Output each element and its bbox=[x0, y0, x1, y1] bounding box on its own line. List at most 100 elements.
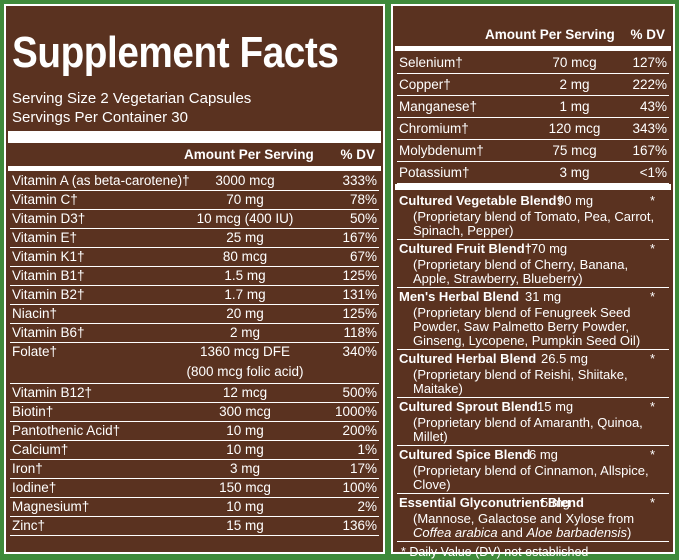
nutrient-row: Magnesium† 10 mg 2% bbox=[10, 498, 379, 517]
blend-header: Men's Herbal Blend 31 mg * bbox=[397, 290, 669, 306]
nutrient-name: Niacin† bbox=[12, 306, 58, 321]
blend-header: Cultured Fruit Blend† 70 mg * bbox=[397, 242, 669, 258]
mineral-row: Copper† 2 mg 222% bbox=[397, 74, 669, 96]
nutrient-dv: 2% bbox=[357, 499, 377, 514]
nutrient-name: Zinc† bbox=[12, 518, 46, 533]
nutrient-name: Vitamin B12† bbox=[12, 385, 93, 400]
mineral-dv: 222% bbox=[632, 77, 667, 92]
nutrient-table: Vitamin A (as beta-carotene)† 3000 mcg 333… bbox=[10, 172, 379, 536]
blend-description-text: (Proprietary blend of Tomato, Pea, Carro… bbox=[413, 209, 655, 238]
blend-description-text: (Proprietary blend of Cherry, Banana, Ap… bbox=[413, 257, 629, 286]
nutrient-amount: 25 mg bbox=[226, 230, 264, 245]
blend-description: (Proprietary blend of Cherry, Banana, Ap… bbox=[397, 258, 669, 286]
blend-description-text: and bbox=[497, 525, 527, 540]
nutrient-name: Vitamin E† bbox=[12, 230, 78, 245]
nutrient-name: Calcium† bbox=[12, 442, 69, 457]
mineral-amount: 70 mcg bbox=[552, 55, 597, 70]
mineral-amount: 120 mcg bbox=[548, 121, 601, 136]
nutrient-name: Vitamin D3† bbox=[12, 211, 86, 226]
nutrient-dv: 340% bbox=[342, 344, 377, 359]
mineral-dv: 343% bbox=[632, 121, 667, 136]
footnote: * Daily Value (DV) not established bbox=[401, 545, 589, 559]
nutrient-row: Vitamin B12† 12 mcg 500% bbox=[10, 384, 379, 403]
nutrient-dv: 1000% bbox=[334, 404, 377, 419]
blend-row: Cultured Fruit Blend† 70 mg * (Proprietary … bbox=[397, 240, 669, 288]
nutrient-row: Vitamin C† 70 mg 78% bbox=[10, 191, 379, 210]
blend-description-italic: Coffea arabica bbox=[413, 525, 498, 540]
blend-description: (Proprietary blend of Reishi, Shiitake, … bbox=[397, 368, 669, 396]
blend-row: Cultured Vegetable Blend† 90 mg * (Propriet… bbox=[397, 192, 669, 240]
dv-column-header: % DV bbox=[340, 147, 375, 162]
nutrient-dv: 200% bbox=[342, 423, 377, 438]
blend-name: Cultured Spice Blend bbox=[399, 447, 531, 462]
mineral-name: Potassium† bbox=[399, 165, 470, 180]
nutrient-amount: 1.5 mg bbox=[224, 268, 266, 283]
mineral-amount: 75 mcg bbox=[552, 143, 597, 158]
blend-name: Cultured Sprout Blend bbox=[399, 399, 538, 414]
nutrient-name: Biotin† bbox=[12, 404, 54, 419]
blend-divider bbox=[395, 184, 671, 190]
mineral-name: Selenium† bbox=[399, 55, 463, 70]
nutrient-dv: 125% bbox=[342, 306, 377, 321]
blend-name: Cultured Fruit Blend† bbox=[399, 241, 532, 256]
blend-row: Cultured Herbal Blend 26.5 mg * (Proprietar… bbox=[397, 350, 669, 398]
nutrient-amount: 2 mg bbox=[229, 325, 260, 340]
mineral-row: Manganese† 1 mg 43% bbox=[397, 96, 669, 118]
blend-dv-asterisk: * bbox=[649, 241, 655, 256]
header-divider-right bbox=[395, 46, 671, 51]
mineral-amount: 3 mg bbox=[559, 165, 590, 180]
nutrient-dv: 100% bbox=[342, 480, 377, 495]
servings-per-container: Servings Per Container 30 bbox=[12, 109, 188, 126]
blend-header: Cultured Herbal Blend 26.5 mg * bbox=[397, 352, 669, 368]
nutrient-row: Vitamin D3† 10 mcg (400 IU) 50% bbox=[10, 210, 379, 229]
nutrient-dv: 17% bbox=[349, 461, 377, 476]
supplement-facts-left-panel: Supplement Facts Serving Size 2 Vegetari… bbox=[4, 4, 385, 554]
mineral-row: Potassium† 3 mg <1% bbox=[397, 162, 669, 184]
nutrient-row: Vitamin B1† 1.5 mg 125% bbox=[10, 267, 379, 286]
nutrient-name: Pantothenic Acid† bbox=[12, 423, 121, 438]
nutrient-amount-detail: (800 mcg folic acid) bbox=[186, 364, 304, 379]
blend-description-text: (Proprietary blend of Fenugreek Seed Pow… bbox=[413, 305, 641, 348]
mineral-dv: <1% bbox=[639, 165, 667, 180]
mineral-amount: 2 mg bbox=[559, 77, 590, 92]
nutrient-dv: 125% bbox=[342, 268, 377, 283]
nutrient-row: Vitamin B6† 2 mg 118% bbox=[10, 324, 379, 343]
blend-amount: 90 mg bbox=[557, 193, 594, 208]
nutrient-amount: 20 mg bbox=[226, 306, 264, 321]
nutrient-amount: 1360 mcg DFE bbox=[199, 344, 291, 359]
blend-amount: 15 mg bbox=[537, 399, 574, 414]
nutrient-row: Vitamin B2† 1.7 mg 131% bbox=[10, 286, 379, 305]
blend-description: (Proprietary blend of Fenugreek Seed Pow… bbox=[397, 306, 669, 348]
nutrient-amount: 12 mcg bbox=[222, 385, 268, 400]
nutrient-name: Vitamin K1† bbox=[12, 249, 85, 264]
nutrient-name: Magnesium† bbox=[12, 499, 90, 514]
nutrient-amount: 10 mg bbox=[226, 423, 264, 438]
mineral-dv: 127% bbox=[632, 55, 667, 70]
nutrient-amount: 3 mg bbox=[229, 461, 260, 476]
dv-column-header-right: % DV bbox=[630, 27, 665, 42]
blend-name: Essential Glyconutrient Blend bbox=[399, 495, 584, 510]
blend-amount: 6 mg bbox=[529, 447, 558, 462]
nutrient-row: Pantothenic Acid† 10 mg 200% bbox=[10, 422, 379, 441]
nutrient-amount: 10 mg bbox=[226, 442, 264, 457]
nutrient-amount: 15 mg bbox=[226, 518, 264, 533]
nutrient-name: Vitamin C† bbox=[12, 192, 78, 207]
nutrient-amount: 150 mcg bbox=[219, 480, 271, 495]
nutrient-row: Biotin† 300 mcg 1000% bbox=[10, 403, 379, 422]
nutrient-dv: 1% bbox=[357, 442, 377, 457]
nutrient-row: Zinc† 15 mg 136% bbox=[10, 517, 379, 536]
nutrient-name: Iodine† bbox=[12, 480, 57, 495]
blend-amount: 5 mg bbox=[541, 495, 570, 510]
blend-description-text: (Proprietary blend of Amaranth, Quinoa, … bbox=[413, 415, 643, 444]
blend-dv-asterisk: * bbox=[649, 399, 655, 414]
nutrient-amount: 10 mg bbox=[226, 499, 264, 514]
blend-row: Essential Glyconutrient Blend 5 mg * (Manno… bbox=[397, 494, 669, 542]
blend-dv-asterisk: * bbox=[649, 495, 655, 510]
mineral-dv: 43% bbox=[639, 99, 667, 114]
serving-size: Serving Size 2 Vegetarian Capsules bbox=[12, 90, 252, 107]
blend-dv-asterisk: * bbox=[649, 447, 655, 462]
mineral-name: Manganese† bbox=[399, 99, 478, 114]
blend-amount: 26.5 mg bbox=[541, 351, 588, 366]
nutrient-amount: 10 mcg (400 IU) bbox=[196, 211, 294, 226]
blend-description: (Mannose, Galactose and Xylose from Coffe… bbox=[397, 512, 669, 540]
